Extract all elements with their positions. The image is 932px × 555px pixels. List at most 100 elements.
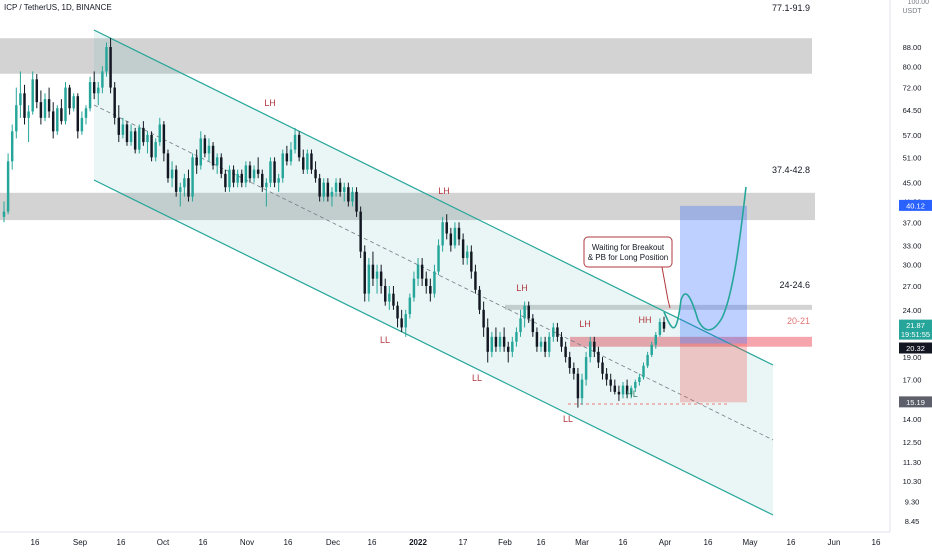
candle-body <box>547 336 551 352</box>
candle-body <box>453 227 457 246</box>
x-tick-label: 16 <box>787 538 796 547</box>
candle-body <box>166 153 170 179</box>
projected-path <box>663 186 747 331</box>
candle-body <box>617 391 621 395</box>
y-tick-label: 10.30 <box>903 477 922 486</box>
y-tick-label: 12.50 <box>903 438 922 447</box>
candle-body <box>220 157 223 174</box>
candle-body <box>658 321 662 335</box>
candle-body <box>129 131 133 143</box>
candle-body <box>146 134 149 143</box>
structure-label-ll: LL <box>380 335 390 345</box>
channel-upper-line <box>93 29 774 366</box>
candle-body <box>314 169 317 179</box>
candle-body <box>105 47 108 72</box>
candle-body <box>613 385 617 392</box>
candle-body <box>326 182 330 197</box>
y-tick-label: 64.50 <box>903 106 922 115</box>
candle-body <box>76 96 80 132</box>
candle-body <box>634 381 637 389</box>
candle-body <box>154 142 157 158</box>
candle-body <box>363 251 366 294</box>
candle-body <box>68 87 71 109</box>
candle-body <box>273 161 276 183</box>
channel-lower-line <box>93 179 774 516</box>
candle-body <box>285 153 289 162</box>
candle-body <box>375 271 379 279</box>
candle-body <box>117 117 121 135</box>
candle-body <box>478 289 481 310</box>
candle-body <box>445 222 448 234</box>
x-tick-label: 2022 <box>409 538 427 547</box>
candle-body <box>27 111 30 118</box>
candle-body <box>593 341 596 352</box>
price-badge-text-stop: 15.19 <box>906 398 925 407</box>
candle-body <box>56 108 59 132</box>
annotation-callout: Waiting for Breakout& PB for Long Positi… <box>583 236 673 309</box>
candle-body <box>388 293 391 302</box>
candle-body <box>97 87 100 94</box>
x-tick-label: Apr <box>659 538 672 547</box>
candle-body <box>564 346 567 358</box>
candle-body <box>23 93 26 118</box>
candle-body <box>80 117 84 132</box>
candle-body <box>437 245 440 272</box>
candle-body <box>379 271 383 287</box>
x-tick-label: May <box>742 538 757 547</box>
y-tick-label: 88.00 <box>903 43 922 52</box>
candle-body <box>334 182 338 192</box>
zone-3 <box>505 304 812 310</box>
x-tick-label: Mar <box>575 538 589 547</box>
candle-body <box>265 182 268 188</box>
y-tick-label: 57.00 <box>903 131 922 140</box>
y-tick-label: 8.45 <box>905 517 920 526</box>
candle-body <box>511 341 514 352</box>
x-tick-label: Oct <box>157 538 170 547</box>
candle-body <box>248 165 252 179</box>
candle-body <box>35 79 39 103</box>
candle-body <box>256 169 260 174</box>
y-tick-label: 9.30 <box>905 498 920 507</box>
zone-2 <box>0 192 815 221</box>
candle-body <box>236 173 239 183</box>
y-tick-label: 30.00 <box>903 261 922 270</box>
y-tick-label: 45.00 <box>903 179 922 188</box>
y-tick-label: 24.00 <box>903 306 922 315</box>
candle-body <box>543 341 547 352</box>
candle-body <box>535 332 539 347</box>
candle-body <box>84 108 88 118</box>
candle-body <box>490 336 494 352</box>
price-badge-text-countdown: 19:51:55 <box>901 330 930 339</box>
candle-body <box>461 239 465 259</box>
candle-body <box>261 173 264 188</box>
candle-body <box>441 222 444 246</box>
x-tick-label: 16 <box>537 538 546 547</box>
y-tick-label: 72.00 <box>903 84 922 93</box>
candle-body <box>6 161 10 212</box>
x-tick-label: Feb <box>498 538 512 547</box>
candle-body <box>142 127 145 143</box>
candle-body <box>224 173 227 188</box>
candle-body <box>31 79 34 112</box>
candle-body <box>109 47 112 88</box>
candle-body <box>494 336 498 347</box>
candle-body <box>306 153 309 170</box>
y-tick-label: 19.00 <box>903 353 922 362</box>
y-tick-label: 11.30 <box>903 458 921 467</box>
x-tick-label: 16 <box>619 538 628 547</box>
price-badge-current <box>899 319 932 331</box>
candle-body <box>576 373 580 399</box>
annotation-text-line: Waiting for Breakout <box>592 243 665 252</box>
candle-body <box>240 173 243 183</box>
price-badge-text-entry: 20.32 <box>906 344 925 353</box>
candle-body <box>101 71 104 88</box>
candle-body <box>302 157 305 170</box>
x-tick-label: 16 <box>872 538 881 547</box>
candle-body <box>506 346 510 352</box>
candle-body <box>199 138 202 166</box>
candle-body <box>580 379 584 399</box>
structure-label-hl: HL <box>626 389 638 399</box>
annotation-pointer <box>661 266 671 309</box>
y-tick-label: 51.00 <box>903 153 922 162</box>
